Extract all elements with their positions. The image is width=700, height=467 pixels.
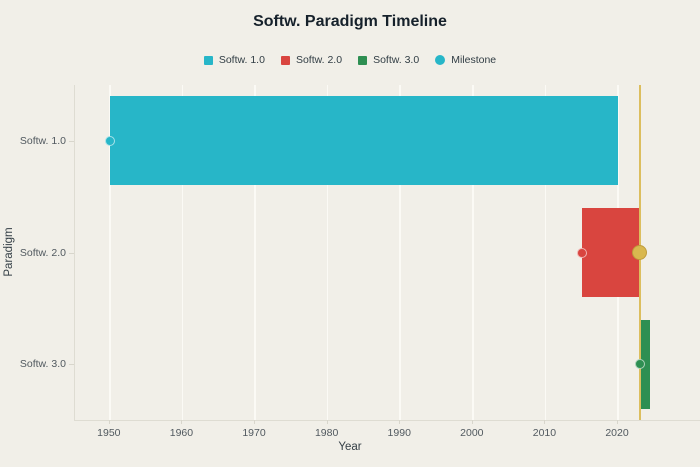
legend-label: Milestone <box>451 54 497 66</box>
gridline-1950 <box>109 85 111 420</box>
x-tick-label-1980: 1980 <box>314 427 339 439</box>
x-tick-2000 <box>471 420 473 424</box>
y-tick-softw-2-0 <box>69 252 74 254</box>
milestone-legend-icon <box>435 55 446 65</box>
y-tick-softw-1-0 <box>69 140 74 142</box>
legend-label: Softw. 1.0 <box>218 54 265 66</box>
x-axis-line <box>74 420 700 421</box>
gridline-1960 <box>181 85 184 420</box>
legend-item-softw-3-0: Softw. 3.0 <box>358 54 419 66</box>
bar-softw-2-0 <box>581 207 640 298</box>
series-swatch-icon <box>203 55 213 65</box>
x-tick-label-1950: 1950 <box>97 427 121 439</box>
plot-area <box>74 85 695 420</box>
highlight-marker <box>632 245 648 260</box>
legend-label: Softw. 3.0 <box>373 54 420 66</box>
legend-item-milestone: Milestone <box>435 54 496 66</box>
milestone-marker-softw-3-0 <box>634 359 645 370</box>
y-tick-label-softw-1-0: Softw. 1.0 <box>19 134 66 147</box>
x-tick-1950 <box>108 420 110 424</box>
milestone-marker-softw-1-0 <box>104 135 115 146</box>
x-tick-2020 <box>617 420 619 424</box>
y-tick-label-softw-3-0: Softw. 3.0 <box>19 358 66 371</box>
x-tick-label-2020: 2020 <box>605 427 629 439</box>
x-axis-title: Year <box>338 441 362 453</box>
legend-item-softw-1-0: Softw. 1.0 <box>203 54 265 66</box>
x-tick-2010 <box>544 420 546 424</box>
x-tick-1990 <box>399 420 401 424</box>
bar-softw-1-0 <box>109 96 619 186</box>
y-tick-label-softw-2-0: Softw. 2.0 <box>19 246 66 259</box>
bar-softw-3-0 <box>639 319 650 409</box>
x-tick-1980 <box>326 420 328 424</box>
x-tick-label-2000: 2000 <box>460 427 484 439</box>
x-tick-1970 <box>254 420 256 424</box>
x-tick-label-1960: 1960 <box>169 427 194 439</box>
chart-title: Softw. Paradigm Timeline <box>253 13 447 30</box>
x-tick-label-2010: 2010 <box>532 427 557 439</box>
series-swatch-icon <box>358 55 368 65</box>
gridline-2000 <box>472 85 474 420</box>
x-tick-label-1990: 1990 <box>387 427 411 439</box>
legend: Softw. 1.0 Softw. 2.0 Softw. 3.0 Milestone <box>0 54 700 66</box>
x-tick-1960 <box>181 420 183 424</box>
gridline-1980 <box>326 85 329 420</box>
milestone-marker-softw-2-0 <box>576 247 587 258</box>
y-tick-softw-3-0 <box>69 364 74 366</box>
gridline-2010 <box>544 85 547 420</box>
legend-item-softw-2-0: Softw. 2.0 <box>280 54 343 66</box>
legend-label: Softw. 2.0 <box>295 54 343 66</box>
gridline-1990 <box>399 85 401 420</box>
series-swatch-icon <box>280 55 290 65</box>
gridline-1970 <box>254 85 256 420</box>
x-tick-label-1970: 1970 <box>242 427 266 439</box>
